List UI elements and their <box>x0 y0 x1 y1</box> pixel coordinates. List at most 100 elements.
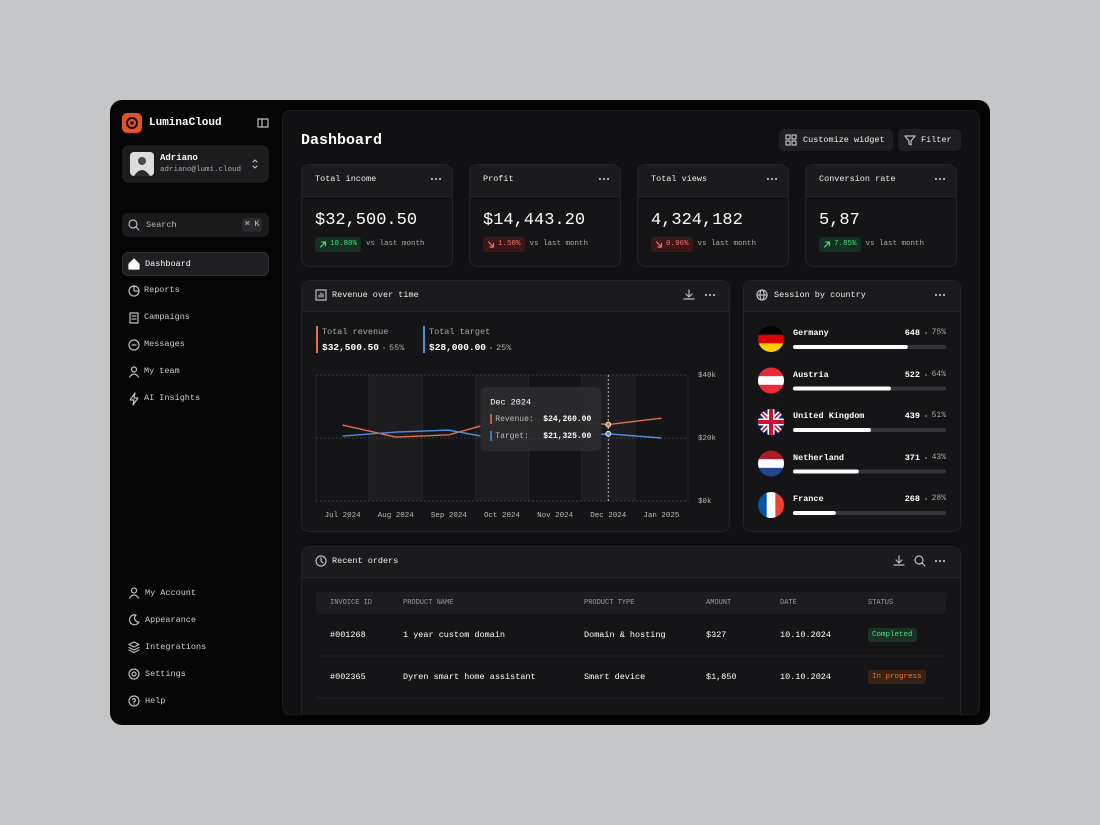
stat-change: 1.50% <box>483 237 525 252</box>
panel-header <box>470 165 620 197</box>
table-cell: $327 <box>706 630 727 640</box>
table-cell: Domain & hosting <box>584 630 666 640</box>
country-sessions: 371 <box>904 452 920 463</box>
nav-item[interactable]: My team <box>144 366 180 376</box>
action-button[interactable]: Customize widget <box>779 129 893 151</box>
nav-item[interactable]: Appearance <box>145 615 197 625</box>
column-header: STATUS <box>868 599 894 607</box>
column-header: DATE <box>780 599 797 607</box>
nav-item[interactable]: Campaigns <box>144 312 190 322</box>
stat-value: $32,500.50 <box>315 211 418 230</box>
country-sessions: 439 <box>904 411 920 421</box>
action-button[interactable]: Filter <box>898 129 961 151</box>
panel-header <box>744 281 960 312</box>
legend-name: Total target <box>429 327 491 337</box>
table-cell: #001268 <box>330 630 366 640</box>
separator-dot <box>490 347 493 349</box>
country-name: Netherland <box>793 452 845 463</box>
legend-figures: $32,500.50 55% <box>322 340 404 356</box>
table-cell: #002365 <box>330 672 366 682</box>
legend-figures: $28,000.00 25% <box>429 340 511 356</box>
country-share: 43% <box>931 452 946 462</box>
country-sessions: 268 <box>904 494 920 504</box>
stat-value: 4,324,182 <box>651 211 743 230</box>
column-header: PRODUCT TYPE <box>584 599 635 607</box>
panel-header <box>806 165 956 197</box>
country-sessions: 522 <box>904 369 920 380</box>
stat-title: Total views <box>651 174 708 184</box>
table-cell: Dyren smart home assistant <box>403 672 536 682</box>
panel-title: Recent orders <box>332 556 399 566</box>
brand-name: LuminaCloud <box>149 117 222 129</box>
table-cell: 10.10.2024 <box>780 630 832 640</box>
panel-header <box>302 165 452 197</box>
chart-panel <box>301 280 730 532</box>
stat-change: 7.85% <box>819 237 861 252</box>
column-header: PRODUCT NAME <box>403 599 454 607</box>
shortcut-key: ⌘ K <box>242 218 263 232</box>
nav-item[interactable]: Reports <box>144 285 180 295</box>
table-cell: 10.10.2024 <box>780 672 832 682</box>
table-cell: $1,850 <box>706 672 737 682</box>
search-placeholder: Search <box>146 220 177 230</box>
country-share: 64% <box>931 369 946 379</box>
legend-swatch <box>423 326 425 353</box>
nav-item[interactable]: Dashboard <box>122 252 269 276</box>
nav-item[interactable]: Settings <box>145 669 186 679</box>
panel-header <box>302 547 960 578</box>
nav-item[interactable]: Integrations <box>145 642 207 652</box>
nav-item[interactable]: AI Insights <box>144 393 201 403</box>
stat-value: $14,443.20 <box>483 211 586 230</box>
nav-item[interactable]: Help <box>145 696 166 706</box>
stat-title: Total income <box>315 174 377 184</box>
country-share: 75% <box>931 328 946 337</box>
stat-note: vs last month <box>697 240 757 248</box>
stat-change-row: 0.96% vs last month <box>651 237 756 252</box>
stat-change: 10.80% <box>315 237 362 252</box>
country-name: Germany <box>793 328 829 338</box>
separator-dot <box>925 373 927 376</box>
stat-note: vs last month <box>529 240 589 248</box>
legend-total: $28,000.00 <box>429 342 487 353</box>
sessions-panel <box>743 280 961 532</box>
table-cell: Smart device <box>584 672 646 682</box>
separator-dot <box>925 332 927 334</box>
stat-change: 0.96% <box>651 237 693 252</box>
status-chip: Completed <box>868 628 917 642</box>
stat-note: vs last month <box>366 240 425 248</box>
chart-title: Revenue over time <box>332 290 419 300</box>
stat-change-row: 10.80% vs last month <box>315 237 425 252</box>
column-header: INVOICE ID <box>330 599 373 607</box>
stat-change-row: 7.85% vs last month <box>819 237 924 252</box>
stat-card <box>469 164 621 267</box>
stat-title: Profit <box>483 174 514 184</box>
user-name: Adriano <box>160 153 198 163</box>
stat-note: vs last month <box>865 240 925 248</box>
country-name: United Kingdom <box>793 411 865 421</box>
status-chip: In progress <box>868 670 926 684</box>
stat-value: 5,87 <box>819 211 860 230</box>
country-sessions: 648 <box>904 328 920 338</box>
panel-header <box>302 281 729 312</box>
country-share: 28% <box>931 494 946 503</box>
user-email: adriano@lumi.cloud <box>160 166 242 174</box>
table-cell: 1 year custom domain <box>403 630 506 640</box>
country-name: Austria <box>793 369 829 380</box>
country-share: 51% <box>931 411 946 420</box>
legend-share: 55% <box>389 343 405 353</box>
separator-dot <box>925 456 927 459</box>
nav-item[interactable]: My Account <box>145 588 197 598</box>
nav-item[interactable]: Messages <box>144 339 185 349</box>
legend-name: Total revenue <box>322 327 389 337</box>
column-header: AMOUNT <box>706 599 732 607</box>
stat-change-row: 1.50% vs last month <box>483 237 588 252</box>
legend-total: $32,500.50 <box>322 342 380 353</box>
panel-header <box>638 165 788 197</box>
panel-title: Session by country <box>774 290 866 300</box>
legend-share: 25% <box>496 343 512 353</box>
legend-swatch <box>316 326 318 353</box>
orders-panel <box>301 546 961 715</box>
country-name: France <box>793 494 824 504</box>
stat-title: Conversion rate <box>819 174 896 184</box>
